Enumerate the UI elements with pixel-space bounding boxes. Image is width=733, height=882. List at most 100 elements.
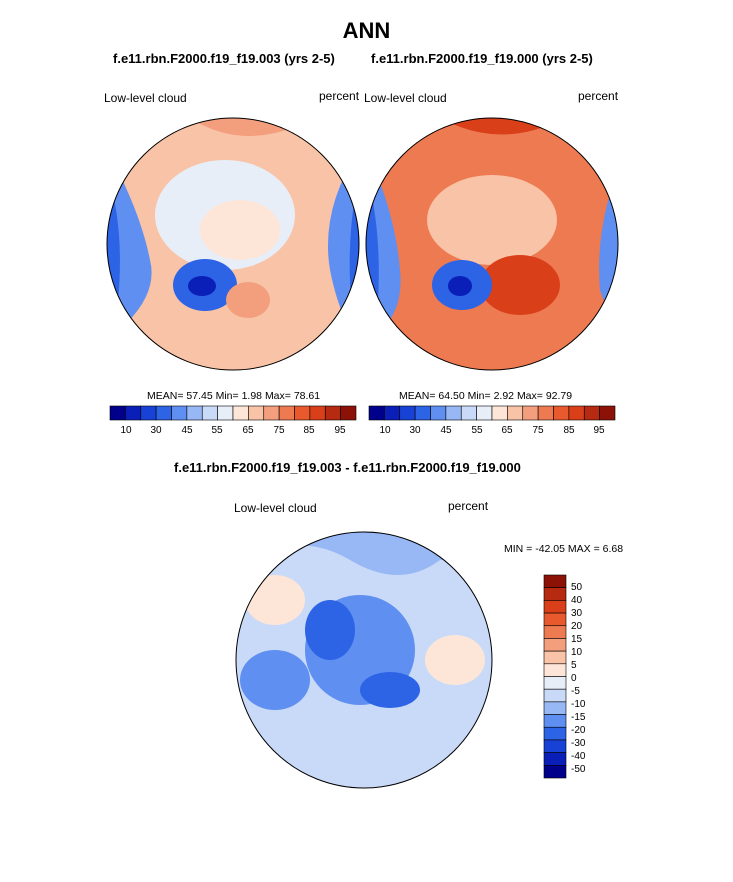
diff-colorbar-swatch bbox=[543, 650, 567, 665]
panel1-colorbar-swatch bbox=[340, 405, 357, 421]
diff-field-atlantic bbox=[360, 672, 420, 708]
panel1-colorbar-swatch bbox=[125, 405, 142, 421]
diff-tick: -30 bbox=[571, 738, 586, 749]
panel1-tick: 45 bbox=[181, 425, 193, 436]
panel1-tick: 10 bbox=[120, 425, 132, 436]
diff-colorbar-swatch bbox=[543, 726, 567, 741]
diff-tick: -50 bbox=[571, 764, 586, 775]
panel2-colorbar bbox=[368, 405, 616, 421]
panel2-stats: MEAN= 64.50 Min= 2.92 Max= 92.79 bbox=[399, 390, 572, 402]
panel2-field-arctic bbox=[427, 175, 557, 265]
panel1-colorbar-swatch bbox=[140, 405, 157, 421]
panel1-colorbar-swatch bbox=[309, 405, 326, 421]
panel1-field-greenland-core bbox=[188, 276, 216, 296]
diff-field-pacific-warm bbox=[245, 575, 305, 625]
diff-map-border bbox=[235, 531, 493, 789]
panel2-case-title: f.e11.rbn.F2000.f19_f19.000 (yrs 2-5) bbox=[371, 51, 593, 66]
diff-colorbar-swatch bbox=[543, 612, 567, 627]
panel2-colorbar-swatch bbox=[507, 405, 524, 421]
diff-tick: -5 bbox=[571, 686, 580, 697]
panel1-map bbox=[106, 117, 360, 371]
panel1-field-arctic-core bbox=[200, 200, 280, 260]
diff-field-north-america bbox=[240, 650, 310, 710]
diff-tick: 10 bbox=[571, 647, 583, 658]
panel2-min-label: Min= bbox=[467, 390, 491, 402]
panel1-colorbar-swatch bbox=[294, 405, 311, 421]
panel1-colorbar-swatch bbox=[248, 405, 265, 421]
panel2-variable-label: Low-level cloud bbox=[364, 91, 447, 105]
diff-map bbox=[235, 531, 493, 789]
diff-variable-label: Low-level cloud bbox=[234, 501, 317, 515]
panel1-variable-label: Low-level cloud bbox=[104, 91, 187, 105]
diff-tick: 50 bbox=[571, 582, 583, 593]
diff-units-label: percent bbox=[448, 499, 489, 513]
panel1-units-label: percent bbox=[319, 89, 360, 103]
panel2-colorbar-swatch bbox=[599, 405, 616, 421]
diff-colorbar-swatch bbox=[543, 625, 567, 639]
panel2-colorbar-swatch bbox=[399, 405, 416, 421]
diff-tick: 0 bbox=[571, 673, 577, 684]
panel1-colorbar-swatch bbox=[263, 405, 280, 421]
panel1-field-atlantic bbox=[226, 282, 270, 318]
panel2-max-label: Max= bbox=[516, 390, 543, 402]
panel2-colorbar-swatch bbox=[430, 405, 447, 421]
diff-colorbar-swatch bbox=[543, 638, 567, 652]
diff-field-europe-warm bbox=[425, 635, 485, 685]
diff-tick: 15 bbox=[571, 634, 583, 645]
panel2-colorbar-swatch bbox=[460, 405, 477, 421]
panel1-stats: MEAN= 57.45 Min= 1.98 Max= 78.61 bbox=[147, 390, 320, 402]
panel1-case-title: f.e11.rbn.F2000.f19_f19.003 (yrs 2-5) bbox=[113, 51, 335, 66]
panel1-colorbar-swatch bbox=[324, 405, 341, 421]
panel2-units-label: percent bbox=[578, 89, 619, 103]
panel2-colorbar-swatch bbox=[414, 405, 431, 421]
panel2-field-greenland-core bbox=[448, 276, 472, 296]
panel2-colorbar-swatch bbox=[476, 405, 493, 421]
panel1-colorbar-swatch bbox=[278, 405, 295, 421]
panel2-tick: 85 bbox=[563, 425, 575, 436]
panel1-colorbar-swatch bbox=[232, 405, 249, 421]
panel2-field-west-lowest bbox=[366, 170, 379, 300]
panel2-colorbar-swatch bbox=[368, 405, 385, 421]
panel2-colorbar-swatch bbox=[537, 405, 554, 421]
panel2-field-atlantic bbox=[480, 255, 560, 315]
diff-tick: 20 bbox=[571, 621, 583, 632]
panel1-mean-label: MEAN= bbox=[147, 390, 184, 402]
diff-case-title: f.e11.rbn.F2000.f19_f19.003 - f.e11.rbn.… bbox=[174, 460, 521, 475]
panel1-field-east-lowest bbox=[349, 175, 359, 310]
panel2-max-value: 92.79 bbox=[545, 390, 573, 402]
panel2-colorbar-swatch bbox=[522, 405, 539, 421]
diff-colorbar-swatch bbox=[543, 739, 567, 753]
panel1-max-value: 78.61 bbox=[293, 390, 321, 402]
panel1-colorbar-swatch bbox=[171, 405, 188, 421]
panel2-tick: 30 bbox=[409, 425, 421, 436]
panel1-colorbar-swatch bbox=[109, 405, 126, 421]
diff-colorbar-swatch bbox=[543, 600, 567, 614]
panel2-map bbox=[365, 117, 619, 371]
panel1-min-value: 1.98 bbox=[241, 390, 263, 402]
panel1-colorbar-swatch bbox=[186, 405, 203, 421]
panel2-min-value: 2.92 bbox=[493, 390, 515, 402]
diff-colorbar-swatch bbox=[543, 676, 567, 690]
diff-colorbar bbox=[543, 574, 567, 779]
panel2-tick: 95 bbox=[593, 425, 605, 436]
panel1-colorbar-swatch bbox=[201, 405, 218, 421]
diff-colorbar-swatch bbox=[543, 765, 567, 779]
panel2-mean-value: 64.50 bbox=[438, 390, 465, 402]
panel1-field-west-lowest bbox=[107, 170, 120, 300]
panel1-colorbar-swatch bbox=[155, 405, 172, 421]
panel1-map-border bbox=[106, 117, 360, 371]
diff-colorbar-swatch bbox=[543, 752, 567, 766]
panel1-tick: 65 bbox=[242, 425, 254, 436]
panel1-min-label: Min= bbox=[215, 390, 239, 402]
panel1-mean-value: 57.45 bbox=[186, 390, 213, 402]
panel2-tick: 10 bbox=[379, 425, 391, 436]
panel1-colorbar-swatch bbox=[217, 405, 234, 421]
panel1-tick: 95 bbox=[334, 425, 346, 436]
diff-tick: 30 bbox=[571, 608, 583, 619]
diff-tick: 40 bbox=[571, 595, 583, 606]
panel2-colorbar-swatch bbox=[553, 405, 570, 421]
diff-colorbar-swatch bbox=[543, 714, 567, 728]
panel1-tick: 30 bbox=[150, 425, 162, 436]
diff-minmax: MIN = -42.05 MAX = 6.68 bbox=[504, 543, 624, 555]
